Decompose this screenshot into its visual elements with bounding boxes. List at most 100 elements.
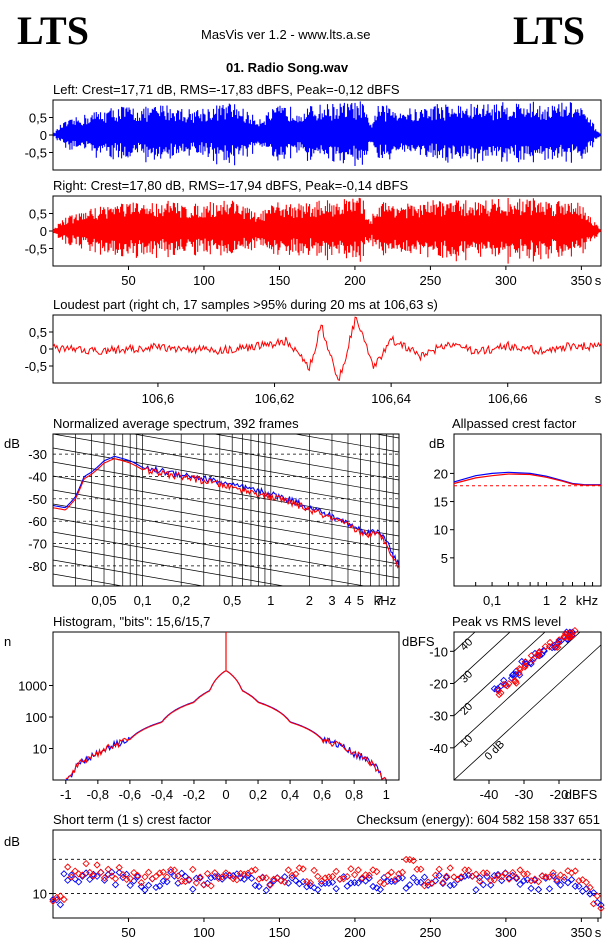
crest-point-0: [523, 876, 532, 884]
waveform-left: [52, 101, 602, 166]
x-tick-label-crest: 250: [420, 925, 442, 940]
crest-point-1: [549, 869, 557, 877]
crest-point-1: [534, 877, 543, 886]
crest-point-1: [214, 874, 223, 883]
spectrum-slope-line: [131, 434, 399, 481]
crest-point-0: [472, 886, 480, 894]
x-tick-label-histogram: 0,4: [281, 787, 299, 802]
y-tick-label-left: 0: [40, 128, 47, 143]
x-tick-label-right: 100: [193, 273, 215, 288]
crest-point-1: [332, 867, 340, 876]
crest-point-1: [75, 870, 83, 878]
crest-point-0: [556, 881, 565, 889]
crest-point-1: [251, 866, 259, 874]
crest-point-1: [60, 895, 68, 904]
crest-point-1: [472, 870, 480, 878]
crest-point-1: [586, 883, 594, 892]
peakrms-point-0: [490, 685, 499, 693]
crest-point-0: [549, 872, 557, 880]
x-tick-label-peakrms: -20: [550, 787, 569, 802]
y-tick-label-right: 0: [40, 224, 47, 239]
peakrms-point-1: [529, 656, 537, 664]
spectrum-slope-line: [53, 559, 205, 586]
crest-point-1: [200, 881, 208, 889]
y-tick-label-right: 0,5: [29, 207, 47, 222]
crest-point-1: [501, 869, 510, 878]
crest-point-1: [325, 873, 333, 881]
crest-point-0: [409, 874, 418, 882]
peakrms-point-1: [545, 643, 554, 651]
crest-point-1: [115, 863, 123, 872]
crest-point-1: [141, 873, 149, 881]
crest-point-1: [163, 873, 171, 881]
x-tick-label-crest: 350: [571, 925, 593, 940]
crest-point-1: [487, 876, 495, 885]
peakrms-point-1: [497, 689, 505, 697]
crest-point-1: [104, 865, 112, 873]
crest-point-1: [384, 871, 392, 880]
crest-point-0: [431, 877, 440, 885]
crest-point-1: [277, 877, 285, 885]
panel-title-loudest: Loudest part (right ch, 17 samples >95% …: [53, 297, 438, 312]
x-tick-label-allpass: 1: [543, 593, 550, 608]
crest-point-0: [402, 884, 410, 892]
spectrum-series-1: [53, 458, 399, 569]
spectrum-slope-line: [53, 308, 399, 368]
x-tick-label-spectrum: 4: [344, 593, 351, 608]
peakrms-diagonal-line: [454, 632, 546, 717]
y-tick-label-spectrum: -40: [28, 469, 47, 484]
crest-point-0: [189, 885, 197, 893]
spectrum-slope-line: [53, 517, 399, 579]
crest-point-1: [527, 877, 535, 885]
crest-point-1: [545, 873, 554, 881]
crest-point-1: [420, 882, 429, 890]
crest-point-1: [560, 873, 568, 881]
crest-point-0: [86, 875, 94, 884]
crest-point-0: [343, 882, 351, 890]
x-tick-label-allpass: kHz: [576, 593, 598, 608]
peakrms-diagonal-label: 40: [458, 636, 475, 653]
crest-point-0: [163, 878, 171, 886]
spectrum-slope-line: [53, 489, 399, 551]
crest-point-0: [398, 874, 407, 882]
crest-point-1: [82, 859, 90, 868]
crest-point-0: [512, 874, 521, 883]
plot-frame-crest: [52, 829, 602, 919]
crest-point-0: [119, 873, 127, 882]
peakrms-diagonal-label: 30: [458, 668, 475, 685]
y-tick-label-allpass: 10: [434, 523, 448, 538]
y-tick-label-left: -0,5: [25, 146, 47, 161]
crest-point-1: [475, 877, 484, 885]
histogram-series-0: [65, 670, 387, 781]
x-tick-label-loudest: 106,62: [255, 391, 295, 406]
spectrum-slope-line: [53, 434, 399, 495]
crest-point-0: [284, 879, 293, 887]
crest-point-1: [464, 866, 473, 874]
crest-point-1: [376, 878, 384, 887]
crest-point-0: [545, 885, 554, 893]
y-tick-label-peakrms: -10: [429, 644, 448, 659]
panel-title-allpass: Allpassed crest factor: [452, 416, 577, 431]
crest-point-1: [122, 875, 131, 884]
crest-point-0: [196, 874, 204, 882]
x-tick-label-peakrms: -40: [480, 787, 499, 802]
crest-point-0: [75, 878, 83, 886]
crest-point-1: [299, 865, 307, 873]
crest-point-1: [71, 867, 79, 875]
crest-point-0: [262, 886, 270, 894]
crest-point-0: [64, 876, 72, 884]
crest-point-0: [108, 868, 116, 876]
x-tick-label-histogram: -0,4: [151, 787, 173, 802]
x-tick-label-histogram: 1: [383, 787, 390, 802]
crest-point-0: [93, 872, 101, 880]
peakrms-point-1: [546, 638, 554, 647]
spectrum-slope-line: [293, 434, 399, 453]
peakrms-point-1: [511, 677, 520, 685]
crest-point-1: [266, 881, 274, 889]
x-unit-right: s: [595, 273, 602, 288]
y-label-spectrum: dB: [4, 436, 20, 451]
crest-point-0: [575, 882, 583, 890]
peakrms-diagonal-label: 20: [458, 701, 475, 718]
crest-point-0: [369, 882, 377, 891]
